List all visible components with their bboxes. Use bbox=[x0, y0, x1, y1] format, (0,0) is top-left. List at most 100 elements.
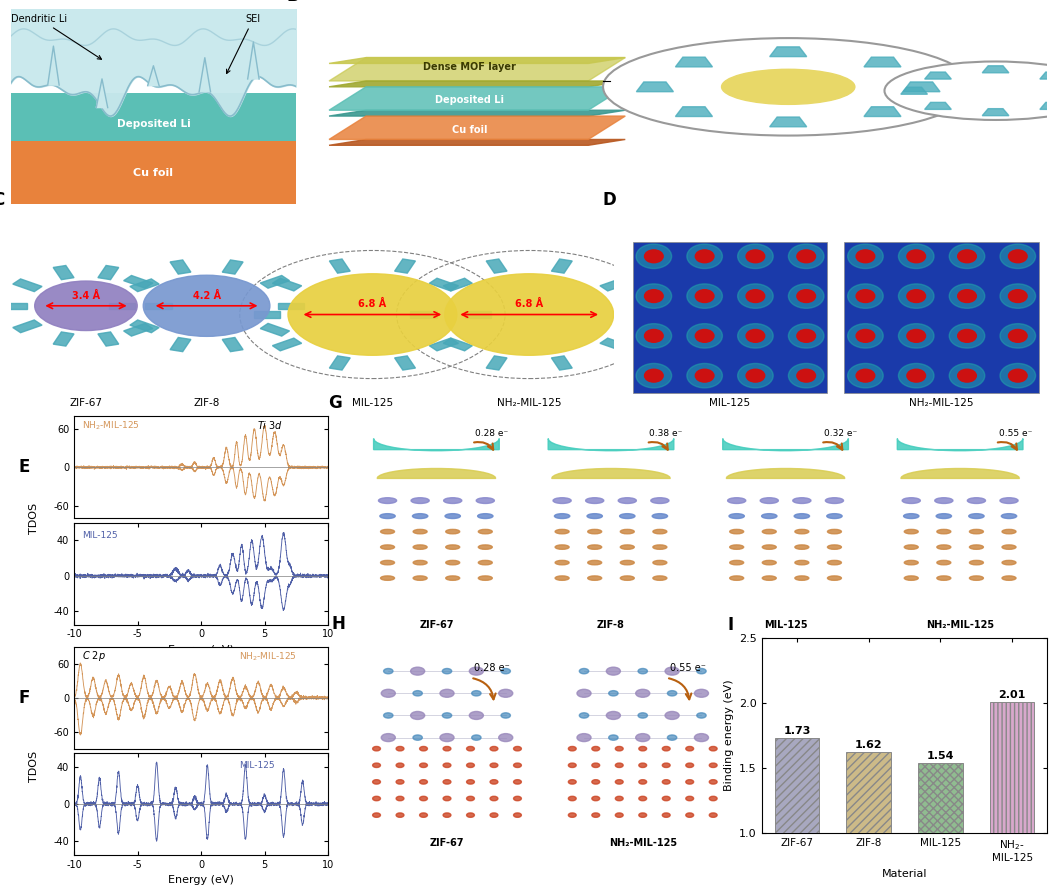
Circle shape bbox=[662, 797, 670, 801]
Circle shape bbox=[444, 274, 614, 355]
Polygon shape bbox=[222, 338, 243, 352]
Polygon shape bbox=[904, 82, 941, 92]
Circle shape bbox=[949, 244, 985, 268]
Circle shape bbox=[795, 561, 809, 565]
Polygon shape bbox=[637, 82, 674, 92]
Circle shape bbox=[443, 797, 451, 801]
Circle shape bbox=[396, 797, 404, 801]
Circle shape bbox=[1008, 369, 1027, 382]
Circle shape bbox=[445, 530, 460, 533]
Circle shape bbox=[639, 813, 646, 817]
Circle shape bbox=[825, 498, 843, 503]
Polygon shape bbox=[548, 439, 674, 451]
Text: Cu foil: Cu foil bbox=[452, 125, 488, 135]
Circle shape bbox=[788, 284, 824, 308]
Bar bbox=[918, 763, 963, 886]
Circle shape bbox=[668, 735, 677, 740]
Circle shape bbox=[902, 498, 920, 503]
Polygon shape bbox=[260, 323, 290, 336]
Text: Dense MOF layer: Dense MOF layer bbox=[423, 62, 516, 73]
Text: Deposited Li: Deposited Li bbox=[116, 119, 190, 128]
Circle shape bbox=[1002, 530, 1016, 533]
Polygon shape bbox=[487, 259, 507, 273]
Circle shape bbox=[665, 667, 679, 675]
Circle shape bbox=[1000, 498, 1018, 503]
Circle shape bbox=[639, 780, 646, 784]
Text: 4.2 Å: 4.2 Å bbox=[193, 291, 221, 300]
Circle shape bbox=[936, 514, 951, 518]
Circle shape bbox=[490, 746, 498, 751]
Circle shape bbox=[937, 545, 951, 549]
Polygon shape bbox=[329, 356, 350, 370]
Circle shape bbox=[420, 763, 427, 767]
Circle shape bbox=[957, 250, 977, 263]
Circle shape bbox=[513, 813, 522, 817]
Circle shape bbox=[372, 763, 381, 767]
Circle shape bbox=[686, 797, 694, 801]
Circle shape bbox=[937, 576, 951, 580]
Circle shape bbox=[445, 576, 460, 580]
Circle shape bbox=[686, 763, 694, 767]
Circle shape bbox=[616, 780, 623, 784]
Polygon shape bbox=[770, 117, 807, 127]
Circle shape bbox=[372, 746, 381, 751]
Circle shape bbox=[737, 284, 773, 308]
Circle shape bbox=[381, 545, 395, 549]
Polygon shape bbox=[170, 338, 190, 352]
Text: E: E bbox=[18, 458, 30, 477]
Circle shape bbox=[636, 734, 650, 742]
Circle shape bbox=[420, 746, 427, 751]
Polygon shape bbox=[329, 139, 625, 145]
Circle shape bbox=[795, 545, 809, 549]
Circle shape bbox=[737, 363, 773, 388]
Circle shape bbox=[620, 561, 635, 565]
Polygon shape bbox=[248, 42, 259, 79]
Circle shape bbox=[413, 514, 427, 518]
Polygon shape bbox=[600, 278, 630, 291]
Circle shape bbox=[414, 561, 427, 565]
Circle shape bbox=[826, 514, 842, 518]
Circle shape bbox=[651, 498, 669, 503]
Circle shape bbox=[969, 514, 984, 518]
Circle shape bbox=[467, 746, 474, 751]
Circle shape bbox=[856, 330, 875, 342]
Circle shape bbox=[396, 780, 404, 784]
Circle shape bbox=[795, 576, 809, 580]
Circle shape bbox=[652, 514, 668, 518]
Text: 6.8 Å: 6.8 Å bbox=[515, 299, 544, 309]
Text: 0.28 e⁻: 0.28 e⁻ bbox=[475, 430, 508, 439]
Circle shape bbox=[580, 668, 588, 673]
Circle shape bbox=[513, 797, 522, 801]
Circle shape bbox=[478, 545, 492, 549]
Circle shape bbox=[440, 734, 454, 742]
Circle shape bbox=[476, 498, 494, 503]
Bar bbox=[846, 752, 891, 886]
Circle shape bbox=[603, 38, 973, 136]
Circle shape bbox=[588, 530, 602, 533]
Text: NH₂-MIL-125: NH₂-MIL-125 bbox=[608, 838, 677, 849]
Circle shape bbox=[606, 711, 620, 719]
Text: ZIF-8: ZIF-8 bbox=[194, 398, 220, 408]
Polygon shape bbox=[329, 87, 625, 110]
Circle shape bbox=[653, 561, 667, 565]
Polygon shape bbox=[53, 332, 74, 346]
Circle shape bbox=[580, 712, 588, 718]
Circle shape bbox=[697, 668, 706, 673]
Circle shape bbox=[728, 498, 746, 503]
Circle shape bbox=[414, 545, 427, 549]
Polygon shape bbox=[1040, 103, 1058, 109]
Polygon shape bbox=[430, 278, 458, 291]
Circle shape bbox=[396, 813, 404, 817]
Circle shape bbox=[687, 244, 723, 268]
Circle shape bbox=[709, 813, 717, 817]
Polygon shape bbox=[48, 46, 59, 85]
Text: ZIF-67: ZIF-67 bbox=[70, 398, 103, 408]
Bar bbox=[633, 242, 827, 393]
Polygon shape bbox=[675, 107, 712, 117]
Circle shape bbox=[907, 369, 926, 382]
Text: MIL-125: MIL-125 bbox=[764, 620, 807, 630]
Circle shape bbox=[478, 561, 492, 565]
Text: MIL-125: MIL-125 bbox=[710, 398, 750, 408]
Circle shape bbox=[709, 746, 717, 751]
Text: Ti $3d$: Ti $3d$ bbox=[257, 419, 284, 431]
